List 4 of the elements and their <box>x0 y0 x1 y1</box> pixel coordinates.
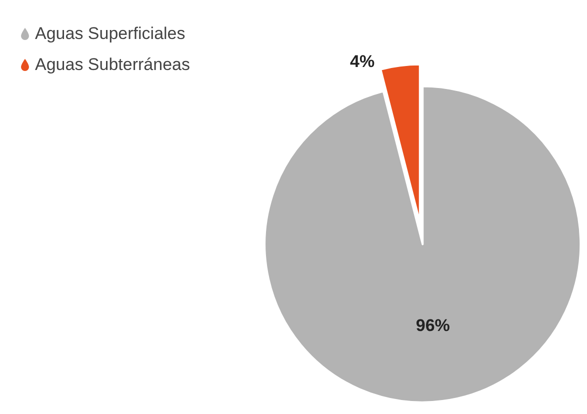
data-label: 4% <box>350 52 375 72</box>
legend-label: Aguas Subterráneas <box>35 55 190 74</box>
legend-label: Aguas Superficiales <box>35 24 186 43</box>
data-label: 96% <box>416 316 450 336</box>
